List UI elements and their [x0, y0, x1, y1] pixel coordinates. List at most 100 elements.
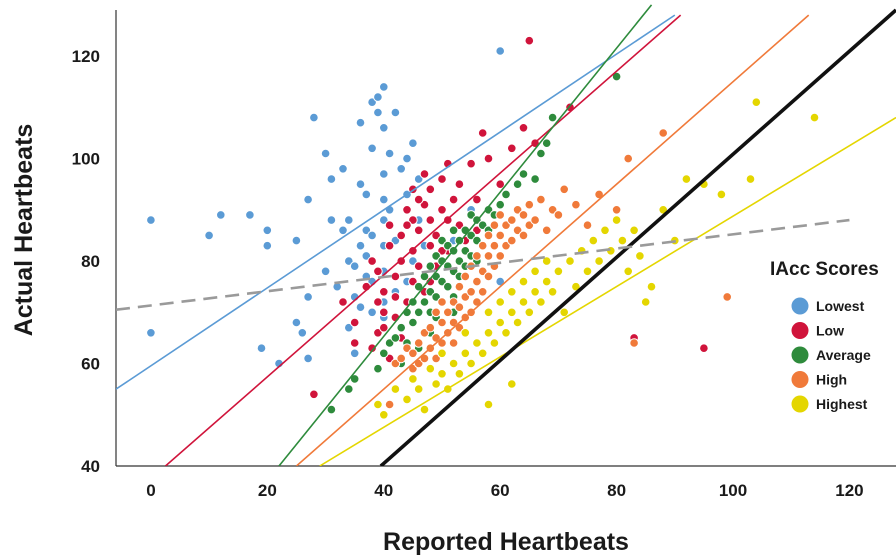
data-point [448, 358, 459, 369]
trend-line-high [295, 14, 810, 466]
data-point [541, 138, 552, 148]
data-point [146, 328, 156, 338]
data-point [367, 307, 377, 318]
data-point [646, 281, 657, 292]
y-tick-label: 60 [81, 355, 100, 374]
data-point [524, 199, 535, 210]
data-point [547, 287, 558, 297]
data-point [507, 287, 517, 297]
data-point [419, 297, 430, 307]
data-point [495, 251, 506, 261]
data-point [495, 199, 506, 210]
x-tick-label: 80 [607, 481, 626, 500]
data-point [413, 194, 424, 205]
data-point [658, 128, 669, 138]
data-point [338, 225, 348, 236]
data-point [635, 251, 645, 261]
x-tick-label: 0 [146, 481, 155, 500]
x-axis-title: Reported Heartbeats [383, 528, 629, 556]
data-point [361, 189, 372, 200]
x-tick-label: 40 [374, 481, 393, 500]
data-point [413, 225, 424, 236]
data-point [501, 189, 511, 200]
data-point [518, 230, 529, 241]
y-tick-label: 120 [72, 47, 100, 66]
data-point [349, 338, 360, 348]
data-point [495, 46, 506, 56]
data-point [437, 174, 447, 184]
data-point [262, 225, 273, 236]
data-point [454, 369, 465, 379]
legend-item-highest: Highest [791, 395, 868, 413]
data-point [629, 225, 639, 236]
data-point [541, 225, 552, 236]
data-point [809, 112, 820, 123]
data-point [530, 215, 540, 225]
data-point [489, 220, 500, 230]
data-point [640, 297, 651, 307]
data-point [402, 153, 412, 164]
legend-swatch [791, 322, 809, 339]
data-point [408, 317, 418, 328]
reference-line-solid [379, 8, 896, 466]
x-tick-label: 100 [719, 481, 747, 500]
data-point [367, 143, 377, 154]
trend-line-lowest [116, 14, 676, 390]
data-point [495, 230, 506, 241]
data-point [448, 194, 459, 205]
data-point [553, 266, 564, 277]
data-point [483, 399, 494, 410]
data-point [338, 297, 348, 307]
data-point [379, 348, 389, 359]
data-point [437, 348, 447, 359]
legend-item-low: Low [791, 322, 844, 339]
trend-line-highest [319, 116, 896, 466]
data-point [349, 374, 360, 384]
data-point [344, 322, 354, 333]
data-point [425, 322, 436, 333]
data-point [291, 235, 302, 246]
data-point [745, 174, 756, 184]
data-point [466, 158, 476, 169]
data-point [413, 261, 424, 272]
data-point [326, 215, 337, 225]
data-point [431, 307, 441, 318]
data-point [216, 210, 226, 220]
data-point [320, 148, 331, 159]
data-point [472, 251, 482, 261]
data-point [623, 266, 634, 277]
data-point [326, 404, 337, 415]
data-point [431, 251, 441, 261]
data-point [390, 384, 401, 394]
data-point [466, 358, 476, 369]
data-point [483, 153, 494, 164]
data-point [518, 123, 529, 133]
data-point [518, 169, 529, 179]
data-point [379, 82, 389, 92]
data-point [536, 148, 546, 159]
data-point [483, 271, 494, 282]
data-point [431, 230, 441, 241]
data-point [454, 281, 465, 292]
data-point [512, 179, 523, 189]
data-point [402, 394, 412, 405]
data-point [617, 235, 628, 246]
data-point [448, 225, 459, 236]
data-point [379, 194, 389, 205]
data-point [396, 164, 407, 174]
data-point [507, 215, 517, 225]
data-point [483, 307, 494, 318]
data-point [396, 256, 407, 266]
data-point [501, 328, 511, 338]
data-point [413, 384, 424, 394]
data-point [600, 225, 610, 236]
data-point [512, 317, 523, 328]
legend-swatch [791, 346, 809, 364]
data-point [373, 297, 383, 307]
data-point [396, 322, 407, 333]
data-point [256, 343, 267, 354]
data-point [309, 389, 319, 400]
data-point [425, 184, 436, 195]
legend-swatch [791, 297, 809, 315]
